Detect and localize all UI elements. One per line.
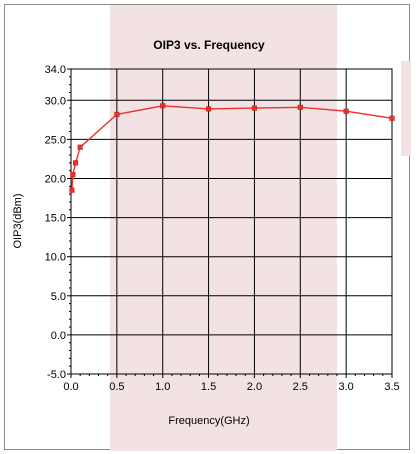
x-tick-label: 0.5 — [109, 381, 124, 393]
data-point — [251, 105, 257, 111]
data-point — [69, 187, 75, 193]
background-band-right — [401, 61, 411, 156]
x-axis-label: Frequency(GHz) — [168, 415, 249, 427]
y-tick-label: 25.0 — [45, 134, 66, 146]
y-tick-label: 30.0 — [45, 95, 66, 107]
series-oip3 — [69, 103, 395, 193]
data-point — [160, 103, 166, 109]
y-tick-label: 5.0 — [51, 291, 66, 303]
y-tick-label: 10.0 — [45, 252, 66, 264]
x-tick-label: 3.5 — [384, 381, 399, 393]
plot-border — [70, 68, 393, 375]
data-point — [114, 111, 120, 117]
data-point — [206, 106, 212, 112]
y-tick-label: 34.0 — [45, 64, 66, 76]
data-point — [343, 108, 349, 114]
x-tick-label: 2.5 — [293, 381, 308, 393]
x-tick-label: 1.5 — [201, 381, 216, 393]
y-tick-labels: 34.0 30.0 25.0 20.0 15.0 10.0 5.0 0.0 -5.0 — [45, 64, 66, 381]
y-tick-label: 15.0 — [45, 213, 66, 225]
data-point — [77, 144, 83, 150]
data-point — [297, 104, 303, 110]
axes — [67, 68, 393, 378]
y-tick-label: 20.0 — [45, 173, 66, 185]
y-axis-label: OIP3(dBm) — [12, 193, 24, 248]
y-tick-label: 0.0 — [51, 330, 66, 342]
data-point — [389, 115, 395, 121]
x-tick-label: 3.0 — [338, 381, 353, 393]
x-tick-label: 1.0 — [155, 381, 170, 393]
chart-title: OIP3 vs. Frequency — [153, 38, 265, 52]
x-tick-labels: 0.0 0.5 1.0 1.5 2.0 2.5 3.0 3.5 — [63, 381, 399, 393]
oip3-chart: OIP3 vs. Frequency 34.0 30.0 25.0 20.0 15.0 1… — [12, 5, 411, 451]
x-tick-label: 0.0 — [63, 381, 78, 393]
y-tick-label: -5.0 — [47, 369, 66, 381]
data-point — [73, 160, 79, 166]
background-band — [110, 5, 337, 451]
chart-frame: OIP3 vs. Frequency 34.0 30.0 25.0 20.0 15.0 1… — [4, 4, 411, 451]
data-point — [70, 172, 76, 178]
x-tick-label: 2.0 — [247, 381, 262, 393]
